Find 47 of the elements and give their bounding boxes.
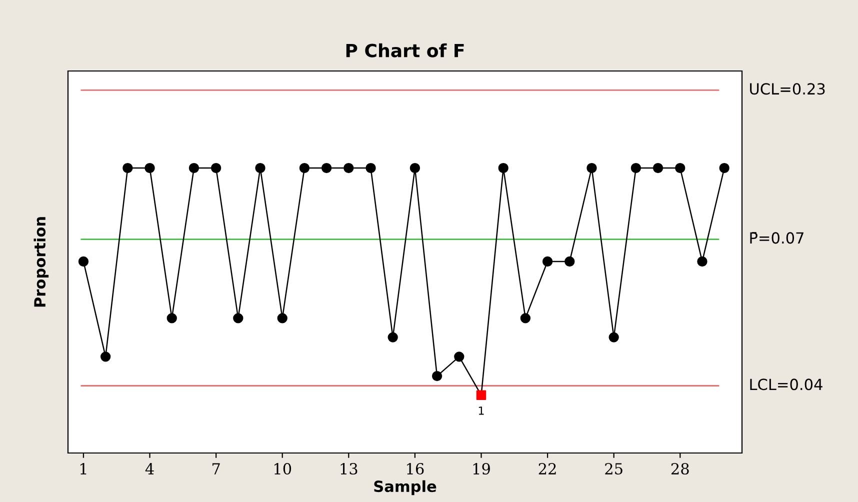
point	[675, 162, 686, 174]
x-axis-title: Sample	[374, 480, 436, 496]
x-tick-label: 1	[80, 462, 86, 474]
point	[564, 256, 575, 267]
point	[366, 162, 376, 174]
point	[277, 313, 288, 324]
point	[520, 313, 531, 324]
point	[652, 162, 664, 174]
point	[166, 313, 177, 324]
point	[188, 162, 200, 174]
x-tick-label: 16	[407, 462, 424, 475]
x-tick-label: 19	[473, 462, 490, 475]
text: P̄=0.07	[750, 232, 804, 244]
point	[321, 162, 332, 174]
point	[476, 390, 486, 400]
point	[542, 256, 553, 267]
annotation: 1	[478, 406, 484, 415]
point	[144, 162, 155, 174]
x-tick-label: 7	[212, 463, 220, 474]
point	[608, 332, 619, 342]
point	[100, 352, 111, 362]
chart-title: P Chart of F	[346, 43, 464, 58]
point	[630, 162, 642, 174]
point	[255, 162, 266, 174]
text: UCL=0.23	[750, 83, 825, 95]
point	[586, 162, 597, 174]
point	[432, 370, 442, 382]
point	[410, 162, 420, 174]
point	[388, 332, 398, 342]
x-tick-label: 25	[605, 462, 622, 475]
x-tick-label: 10	[274, 462, 292, 475]
point	[299, 162, 310, 174]
x-tick-label: 28	[671, 462, 689, 475]
point	[78, 256, 89, 267]
point	[498, 162, 508, 174]
point	[697, 256, 708, 267]
x-tick-label: 22	[538, 462, 556, 474]
point	[210, 162, 222, 174]
y-axis-title: Proportion	[34, 217, 49, 307]
point	[122, 162, 133, 174]
point	[344, 162, 354, 174]
text: LCL=0.04	[750, 378, 822, 390]
x-tick-label: 4	[145, 462, 154, 474]
x-tick-label: 13	[340, 462, 358, 475]
point	[454, 352, 464, 362]
point	[719, 162, 730, 174]
point	[233, 313, 244, 324]
